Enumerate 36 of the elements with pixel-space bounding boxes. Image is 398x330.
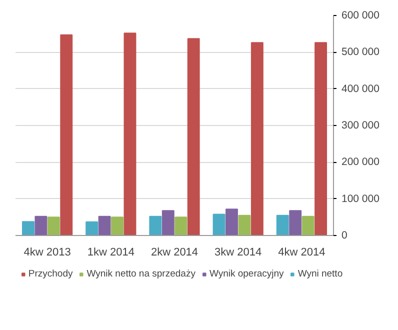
bar (124, 32, 136, 236)
bar (289, 210, 302, 236)
legend-label: Wyni netto (298, 268, 343, 280)
bar (212, 214, 226, 236)
bar (111, 216, 124, 236)
bar (314, 42, 328, 236)
y-tick-label: 300 000 (342, 120, 380, 132)
bar (276, 214, 289, 236)
y-tick-label: 500 000 (342, 46, 380, 58)
bar (86, 221, 98, 236)
bar (60, 34, 73, 236)
x-tick-label: 1kw 2014 (87, 246, 134, 258)
bar (162, 210, 174, 236)
bar (174, 216, 188, 236)
bar (22, 221, 34, 236)
y-tick-label: 400 000 (342, 82, 380, 95)
legend-label: Wynik operacyjny (209, 268, 284, 280)
x-tick-label: 4kw 2014 (278, 246, 326, 258)
y-tick-label: 200 000 (342, 156, 380, 168)
bar (98, 216, 111, 236)
y-tick-label: 100 000 (342, 192, 380, 205)
bar (250, 42, 264, 236)
bar (302, 216, 314, 236)
bar (149, 216, 162, 236)
bar (238, 214, 251, 236)
legend-label: Wynik netto na sprzedaży (86, 268, 196, 280)
legend-label: Przychody (28, 268, 73, 280)
bar (187, 38, 200, 236)
y-tick-label: 600 000 (342, 10, 380, 22)
x-tick-label: 3kw 2014 (214, 246, 262, 258)
x-tick-label: 2kw 2014 (150, 246, 198, 258)
bar (34, 216, 48, 236)
bar (226, 208, 238, 236)
x-tick-label: 4kw 2013 (24, 246, 71, 258)
bar (47, 216, 60, 236)
y-tick-label: 0 (342, 230, 348, 242)
